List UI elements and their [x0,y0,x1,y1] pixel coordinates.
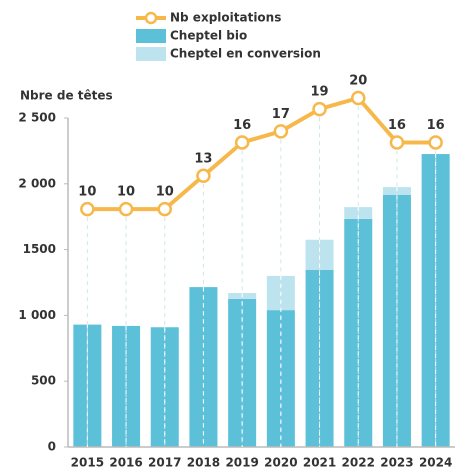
y-tick-label: 1 000 [18,308,56,322]
x-tick-label: 2018 [187,456,220,470]
x-tick-label: 2016 [109,456,142,470]
data-label: 16 [233,118,251,133]
data-label: 16 [427,118,445,133]
y-tick-label: 500 [31,374,56,388]
x-tick-label: 2024 [419,456,452,470]
y-tick-label: 1500 [23,242,56,256]
line-marker [196,168,211,184]
line-marker [234,135,250,150]
legend-swatch [136,29,166,43]
legend-swatch [136,47,166,61]
x-tick-label: 2017 [148,456,181,470]
line-marker [428,135,443,150]
data-label: 20 [349,73,367,88]
legend-marker [144,11,158,25]
line-marker [351,90,366,106]
line-marker [273,124,289,139]
x-tick-label: 2019 [225,456,258,470]
line-marker [157,201,172,217]
data-label: 16 [388,118,406,133]
data-label: 10 [156,185,174,200]
x-tick-label: 2015 [71,456,104,470]
data-label: 17 [272,107,290,122]
y-tick-label: 0 [48,440,56,454]
line-marker [80,201,95,217]
x-tick-label: 2023 [380,456,413,470]
line-marker [118,201,134,217]
line-marker [389,135,405,150]
x-tick-label: 2022 [342,456,375,470]
legend-label: Nb exploitations [170,11,281,25]
x-tick-label: 2021 [303,456,336,470]
x-tick-label: 2020 [264,456,297,470]
data-label: 19 [311,85,329,100]
data-label: 10 [78,185,96,200]
line-marker [312,101,327,117]
y-tick-label: 2 500 [18,111,56,125]
data-label: 10 [117,185,135,200]
bar [189,287,218,447]
line [87,95,436,212]
data-label: 13 [194,151,212,166]
y-tick-label: 2 000 [18,176,56,190]
legend-label: Cheptel en conversion [170,47,321,61]
legend-label: Cheptel bio [170,29,247,43]
y-axis-label: Nbre de têtes [20,89,113,103]
bar [266,310,295,447]
